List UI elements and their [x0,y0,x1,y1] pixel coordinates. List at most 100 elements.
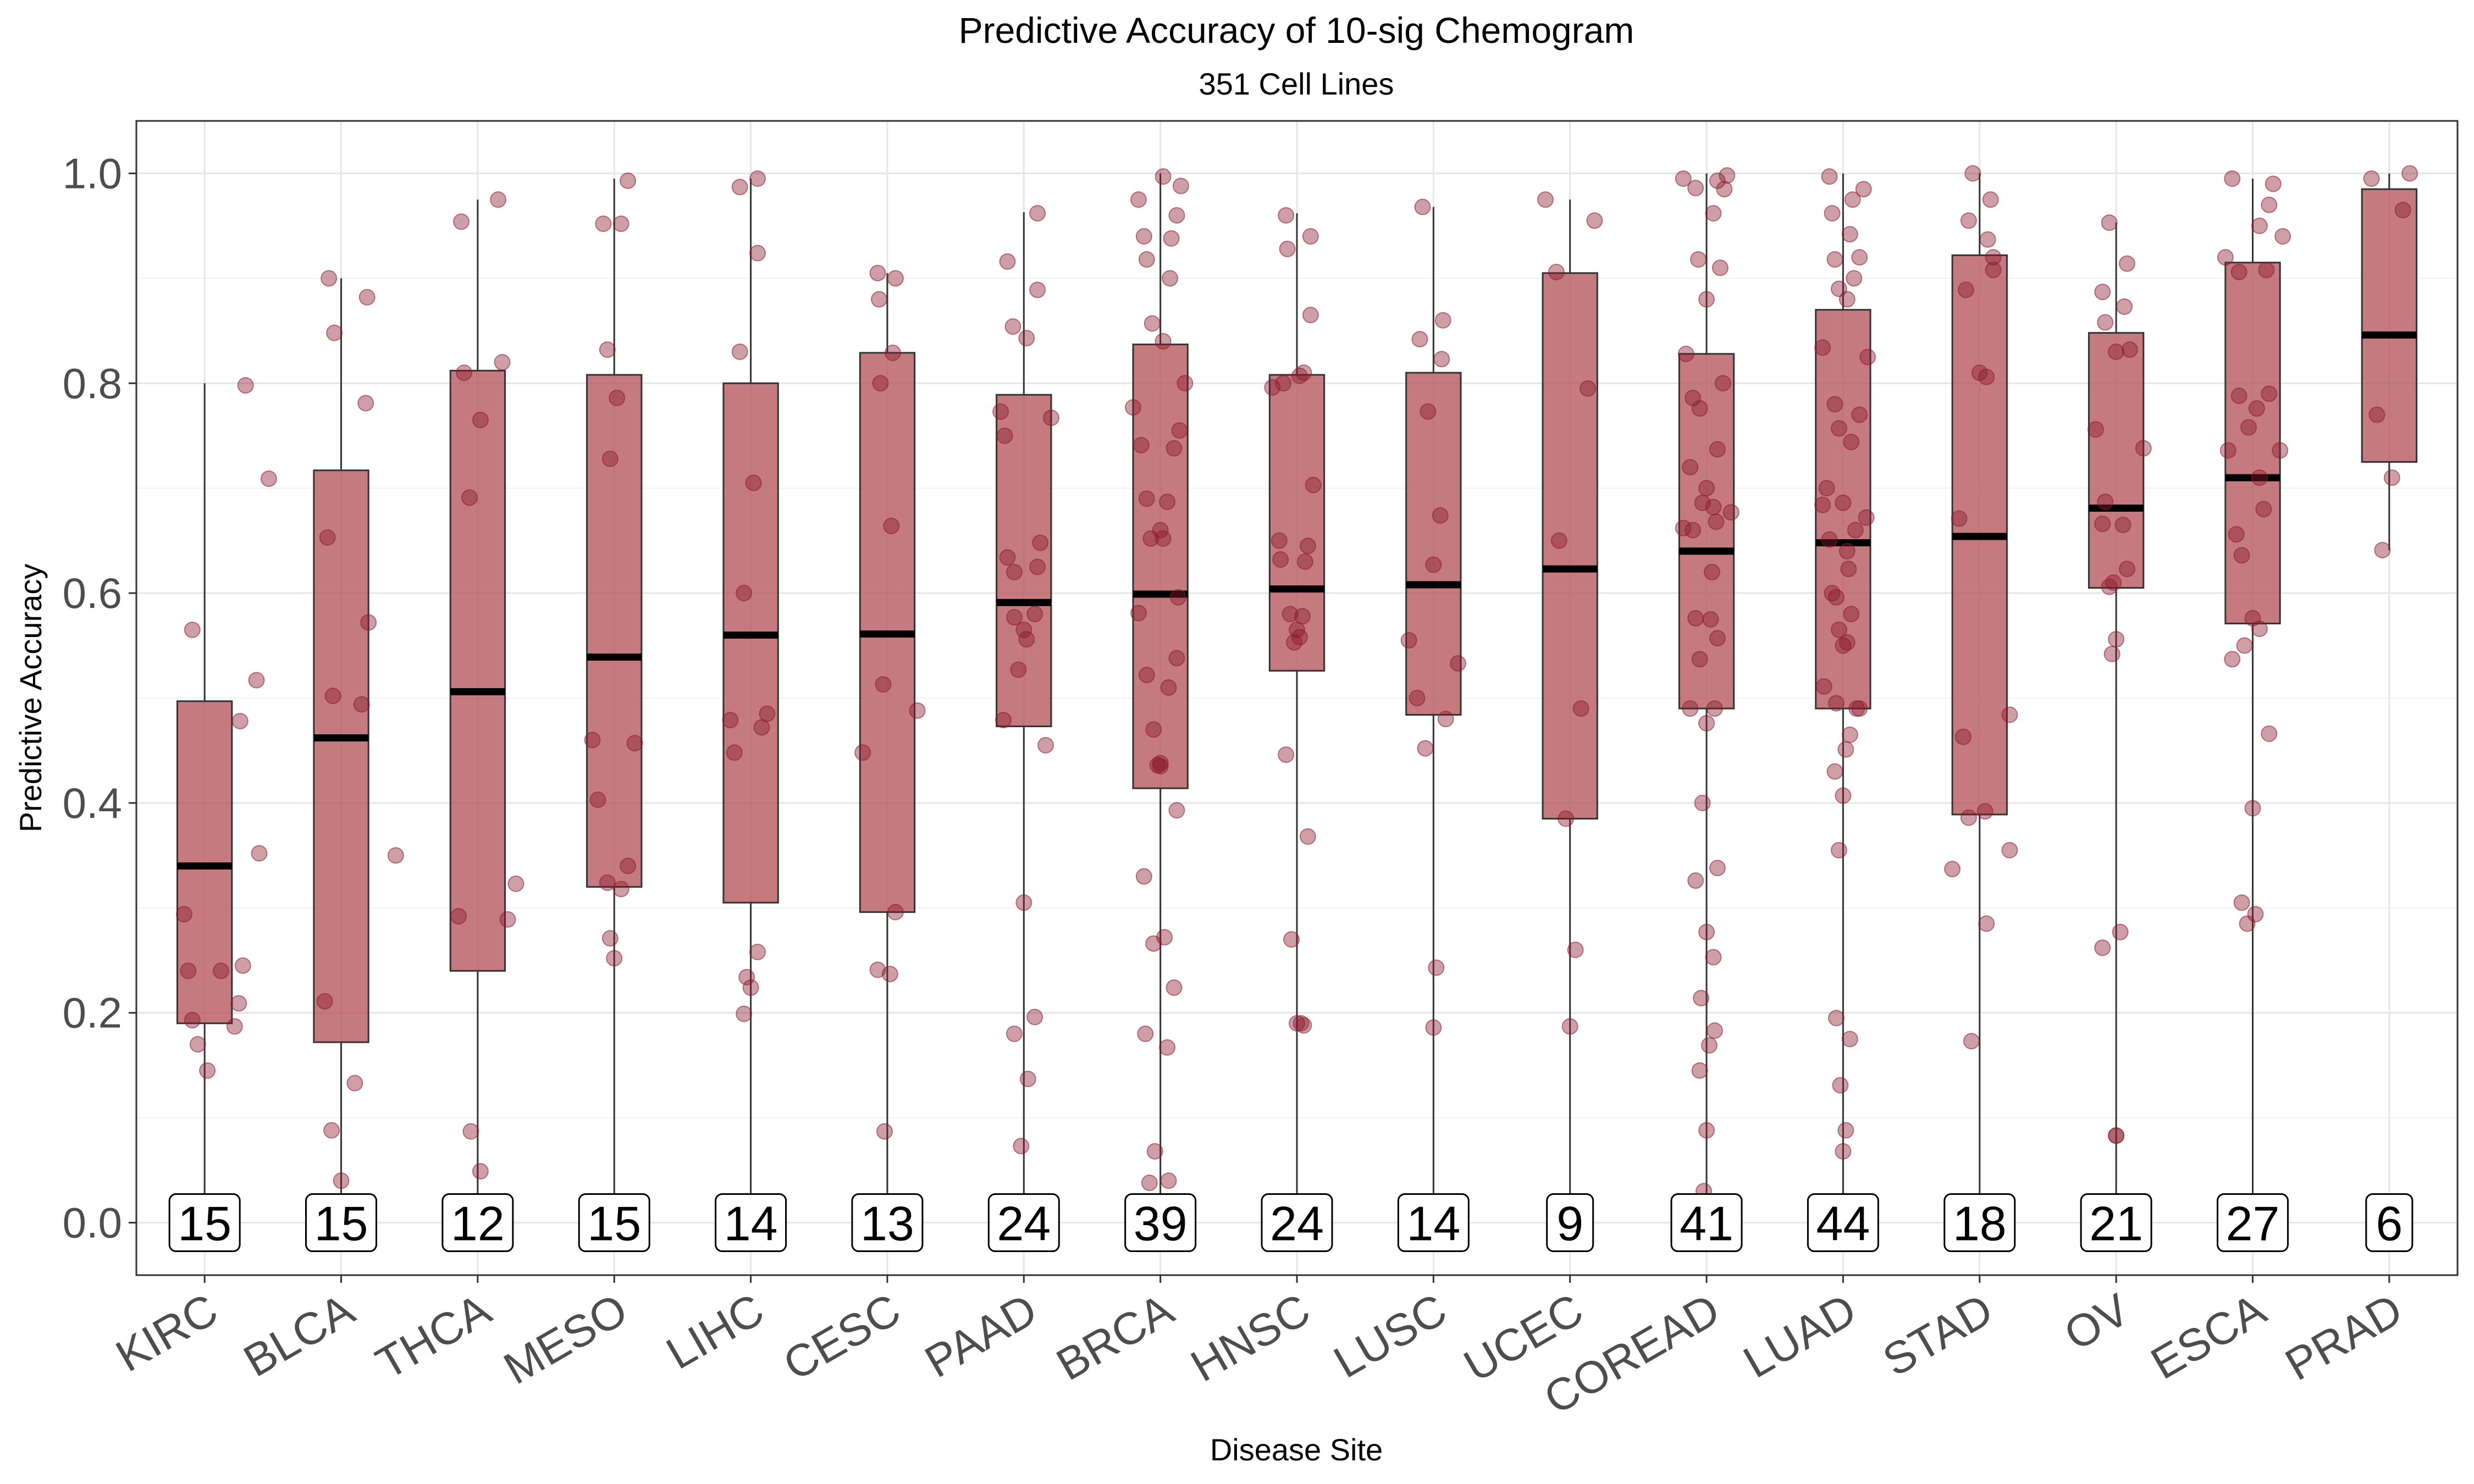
data-point [184,621,201,638]
data-point [1711,259,1729,276]
count-label-box [1124,1193,1197,1253]
data-point [2108,1127,2125,1144]
data-point [736,1005,753,1022]
data-point [871,291,888,308]
data-point [738,968,755,985]
data-point [1400,632,1417,649]
data-point [1701,1037,1718,1054]
data-point [1018,631,1035,648]
count-label: 21 [2080,1193,2152,1253]
count-label: 14 [1397,1193,1470,1253]
data-point [745,474,762,491]
data-point [1155,333,1172,350]
data-point [2233,547,2250,564]
data-point [1177,375,1194,392]
data-point [2247,906,2264,923]
data-point [620,172,637,189]
box [722,382,779,904]
data-point [1135,228,1152,245]
data-point [1145,721,1162,738]
data-point [2217,249,2234,266]
data-point [323,1122,340,1139]
count-label-box [851,1193,924,1253]
data-point [749,245,766,262]
boxplot-meso [586,179,643,1223]
data-point [854,744,871,761]
data-point [2118,561,2135,578]
data-point [2108,344,2125,360]
data-point [1166,979,1183,996]
data-point [1694,794,1711,811]
data-point [872,375,889,392]
data-point [1705,205,1722,222]
data-point [1271,532,1288,549]
data-point [1425,1019,1442,1036]
data-point [1010,661,1027,678]
data-point [1272,551,1289,568]
boxplot-blca [313,278,369,1223]
data-point [237,377,254,394]
data-point [189,1036,206,1053]
data-point [324,688,341,705]
data-point [1851,249,1868,266]
count-label-box [2080,1193,2152,1253]
data-point [231,713,248,729]
data-point [2239,915,2256,932]
count-label: 15 [168,1193,241,1253]
count-label-text: 24 [997,1197,1051,1251]
box [586,374,643,888]
data-point [507,875,524,892]
data-point [1716,181,1733,198]
data-point [620,857,637,874]
count-label: 9 [1546,1193,1594,1253]
data-point [1835,1143,1852,1160]
data-point [1042,409,1059,427]
data-point [1433,351,1450,368]
data-point [1702,611,1719,628]
data-point [462,1123,479,1140]
data-point [1960,809,1977,826]
data-point [1851,406,1868,423]
count-label-box [1261,1193,1333,1253]
data-point [999,253,1016,270]
data-point [1837,741,1854,758]
data-point [1019,1071,1036,1087]
data-point [1703,563,1720,580]
count-label-box [2216,1193,2289,1253]
data-point [1979,231,1996,248]
data-point [887,904,904,921]
data-point [1171,422,1188,439]
data-point [1698,291,1715,308]
data-point [1691,651,1708,668]
data-point [1687,180,1704,197]
data-point [1826,251,1843,268]
data-point [2097,314,2114,331]
data-point [2108,631,2125,648]
data-point [1282,606,1299,623]
data-point [992,403,1009,420]
box [2088,332,2145,589]
data-point [1690,251,1707,268]
data-point [995,712,1012,729]
data-point [1295,1017,1312,1034]
data-point [1841,1031,1858,1048]
data-point [1160,679,1177,696]
count-label: 24 [987,1193,1060,1253]
count-label-box [1546,1193,1594,1253]
data-point [1286,634,1303,651]
data-point [1155,530,1172,547]
data-point [499,911,516,928]
data-point [1951,510,1968,527]
data-point [2255,501,2272,518]
data-point [1168,650,1185,667]
data-point [2114,517,2131,533]
count-label-box [305,1193,378,1253]
data-point [1283,931,1300,948]
data-point [1985,262,2002,279]
data-point [226,1018,243,1035]
data-point [1579,380,1596,397]
data-point [875,676,892,693]
data-point [1299,538,1316,555]
data-point [2228,526,2245,543]
